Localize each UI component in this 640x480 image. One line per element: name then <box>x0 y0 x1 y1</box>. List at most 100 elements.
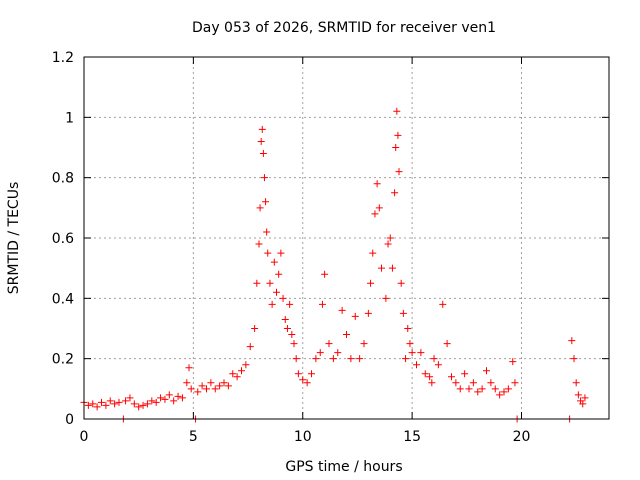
data-point <box>384 240 392 248</box>
data-point <box>220 379 228 387</box>
y-tick-label: 0.4 <box>52 291 74 307</box>
data-point <box>111 400 119 408</box>
data-point <box>511 379 519 387</box>
data-point <box>375 204 383 212</box>
y-tick-label: 0 <box>65 412 74 428</box>
data-point <box>399 309 407 317</box>
data-point <box>194 388 202 396</box>
data-point <box>174 392 182 400</box>
data-point <box>258 125 266 133</box>
data-point <box>268 300 276 308</box>
data-point <box>343 331 350 339</box>
y-tick-label: 0.8 <box>52 171 74 187</box>
data-point <box>439 300 447 308</box>
data-point <box>474 388 482 396</box>
data-point <box>356 355 364 363</box>
x-tick-label: 20 <box>513 429 531 445</box>
data-point <box>152 398 160 406</box>
data-point <box>456 385 464 393</box>
data-point <box>126 394 134 402</box>
data-point <box>430 355 438 363</box>
data-points <box>80 107 589 423</box>
data-point <box>224 382 232 390</box>
data-point <box>148 397 156 405</box>
data-point <box>334 349 342 357</box>
data-point <box>312 355 320 363</box>
data-point <box>203 385 210 393</box>
data-point <box>347 355 355 363</box>
data-point <box>185 364 193 372</box>
data-point <box>483 367 490 375</box>
data-point <box>397 279 405 287</box>
y-tick-label: 1 <box>65 110 74 126</box>
data-point <box>500 388 508 396</box>
data-point <box>461 370 469 378</box>
data-point <box>509 358 517 366</box>
data-point <box>469 379 477 387</box>
data-point <box>378 264 385 272</box>
data-point <box>260 174 268 182</box>
data-point <box>251 325 259 332</box>
data-point <box>264 249 272 257</box>
data-point <box>279 294 287 302</box>
data-point <box>294 370 302 378</box>
data-point <box>89 400 97 408</box>
data-point <box>170 397 178 405</box>
data-point <box>266 279 274 287</box>
data-point <box>371 210 379 218</box>
data-point <box>373 180 381 188</box>
y-tick-label: 1.2 <box>52 50 74 66</box>
data-point <box>426 373 434 381</box>
data-point <box>581 394 589 402</box>
data-point <box>139 401 147 409</box>
y-tick-label: 0.2 <box>52 352 74 368</box>
data-point <box>102 401 110 409</box>
data-point <box>157 394 165 402</box>
data-point <box>93 403 101 411</box>
data-point <box>229 370 237 378</box>
data-point <box>504 385 512 393</box>
data-point <box>325 340 333 348</box>
chart-title: Day 053 of 2026, SRMTID for receiver ven… <box>192 20 496 36</box>
data-point <box>262 198 270 206</box>
data-point <box>290 340 298 348</box>
data-point <box>303 379 311 387</box>
data-point <box>386 234 394 242</box>
data-point <box>417 349 425 357</box>
axis-ticks: 0 0.2 0.4 0.6 0.8 1 1.2 0 5 10 15 20 <box>52 50 609 445</box>
data-point <box>238 367 245 375</box>
data-point <box>143 400 151 408</box>
data-point <box>256 204 264 212</box>
data-point <box>288 331 296 339</box>
data-point <box>568 337 576 345</box>
data-point <box>465 385 473 393</box>
data-point <box>84 401 92 409</box>
data-point <box>242 361 250 369</box>
data-point <box>161 395 169 403</box>
data-point <box>496 391 504 399</box>
x-axis-label: GPS time / hours <box>285 459 402 475</box>
data-point <box>211 385 219 393</box>
data-point <box>281 315 289 323</box>
data-point <box>255 240 263 248</box>
data-point <box>318 300 326 308</box>
data-point <box>246 343 254 351</box>
data-point <box>299 376 307 384</box>
data-point <box>421 370 429 378</box>
data-point <box>115 398 123 406</box>
data-point <box>574 391 582 399</box>
data-point <box>393 107 401 115</box>
data-point <box>579 400 587 408</box>
data-point <box>408 349 416 357</box>
grid-lines <box>84 57 609 419</box>
x-tick-label: 5 <box>189 429 198 445</box>
data-point <box>392 144 400 151</box>
data-point <box>443 340 451 348</box>
data-point <box>413 361 420 369</box>
data-point <box>367 279 375 287</box>
data-point <box>277 249 285 257</box>
data-point <box>369 249 377 257</box>
y-axis-label: SRMTID / TECUs <box>6 182 22 295</box>
data-point <box>395 168 403 176</box>
